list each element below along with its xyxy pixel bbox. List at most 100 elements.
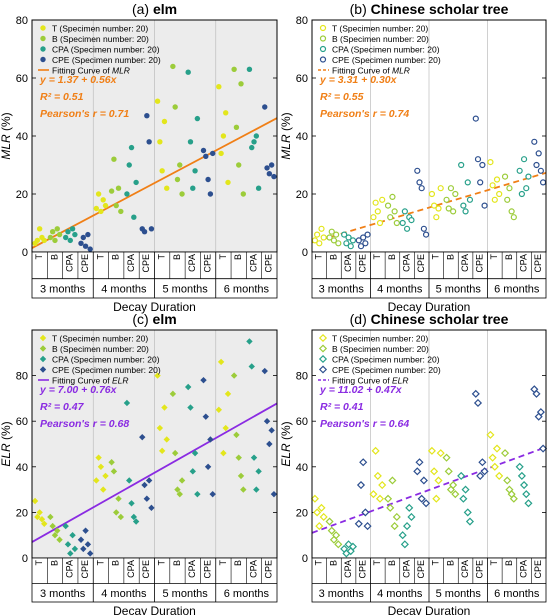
point-b — [47, 234, 54, 241]
x-subcategory-label: T — [489, 560, 499, 566]
x-group-label: 3 months — [319, 283, 365, 295]
point-t — [220, 449, 227, 457]
x-subcategory-label: CPA — [65, 560, 75, 578]
y-tick-label: 0 — [302, 247, 308, 259]
point-t — [437, 185, 444, 192]
legend-marker — [319, 56, 327, 63]
point-b — [384, 494, 393, 503]
x-subcategory-label: CPE — [80, 254, 90, 273]
legend-marker — [319, 45, 327, 53]
x-group-label: 6 months — [224, 588, 270, 600]
point-cpe — [143, 495, 151, 502]
panel-title: (b) Chinese scholar tree — [350, 1, 509, 17]
point-t — [435, 205, 442, 212]
point-cpe — [416, 179, 423, 186]
point-b — [510, 214, 517, 221]
point-cpa — [458, 161, 465, 169]
point-cpe — [535, 150, 542, 157]
point-cpe — [480, 467, 489, 476]
point-cpe — [539, 444, 548, 453]
legend-label: CPA (Specimen number: 20) — [52, 354, 160, 364]
point-t — [224, 390, 232, 398]
point-t — [158, 447, 166, 455]
x-subcategory-label: CPE — [475, 254, 485, 273]
x-subcategory-label: CPA — [248, 560, 258, 578]
point-b — [231, 66, 237, 73]
x-subcategory-label: CPA — [187, 560, 197, 578]
x-subcategory-label: B — [172, 560, 182, 566]
y-tick-label: 20 — [16, 507, 28, 519]
point-cpe — [537, 167, 544, 174]
x-subcategory-label: T — [218, 254, 228, 260]
legend-fit-label: Fitting Curve of ELR — [332, 375, 409, 385]
point-cpe — [536, 408, 545, 417]
x-subcategory-label: T — [431, 254, 441, 260]
point-t — [493, 176, 501, 183]
point-cpe — [363, 522, 372, 531]
point-cpa — [184, 383, 192, 391]
point-t — [488, 453, 497, 462]
y-tick-label: 0 — [302, 553, 308, 565]
point-b — [384, 202, 392, 209]
y-tick-label: 40 — [296, 462, 308, 474]
x-subcategory-label: CPE — [80, 560, 90, 579]
point-cpe — [82, 527, 89, 534]
point-b — [47, 513, 54, 521]
x-subcategory-label: CPE — [264, 560, 274, 579]
y-tick-label: 80 — [16, 15, 28, 27]
point-b — [327, 526, 336, 535]
point-cpe — [200, 376, 207, 384]
y-tick-label: 40 — [16, 462, 28, 474]
point-t — [316, 240, 323, 247]
y-tick-label: 20 — [296, 189, 308, 201]
point-cpa — [401, 208, 408, 215]
point-t — [154, 372, 161, 379]
point-cpa — [187, 404, 194, 411]
fit-line — [312, 446, 546, 534]
fit-annotation: y = 11.02 + 0.47x — [319, 384, 403, 396]
point-t — [34, 513, 41, 521]
x-subcategory-label: B — [387, 254, 397, 260]
point-b — [334, 540, 343, 549]
point-b — [388, 476, 397, 485]
point-cpa — [465, 517, 474, 526]
legend-marker — [318, 365, 328, 374]
point-t — [100, 197, 106, 203]
point-cpa — [459, 494, 468, 503]
point-t — [161, 404, 168, 411]
point-cpa — [187, 139, 194, 145]
point-t — [216, 84, 222, 90]
point-cpe — [356, 480, 366, 490]
legend-marker — [39, 334, 47, 342]
point-t — [97, 463, 105, 470]
x-subcategory-label: CPE — [202, 560, 212, 579]
legend-label: CPE (Specimen number: 20) — [332, 55, 441, 65]
legend-label: B (Specimen number: 20) — [332, 34, 429, 44]
x-subcategory-label: CPE — [141, 560, 151, 579]
point-cpa — [400, 540, 409, 549]
y-tick-label: 20 — [16, 189, 28, 201]
point-t — [427, 446, 436, 455]
point-b — [115, 495, 122, 502]
point-cpa — [461, 485, 470, 494]
x-subcategory-label: CPE — [416, 560, 426, 579]
point-t — [34, 237, 41, 244]
point-cpa — [65, 229, 71, 235]
x-subcategory-label: CPE — [475, 560, 485, 579]
point-cpe — [533, 161, 540, 169]
point-b — [54, 226, 60, 232]
point-cpe — [414, 167, 421, 174]
point-cpa — [515, 462, 524, 471]
point-cpa — [255, 185, 262, 191]
point-b — [452, 190, 459, 198]
point-b — [170, 63, 176, 70]
x-subcategory-label: CPA — [248, 254, 258, 272]
point-b — [445, 205, 452, 212]
point-t — [375, 494, 385, 503]
point-cpe — [204, 463, 212, 470]
point-cpe — [473, 398, 483, 408]
point-b — [56, 231, 63, 238]
point-cpa — [192, 168, 198, 174]
x-group-label: 5 months — [163, 588, 209, 600]
